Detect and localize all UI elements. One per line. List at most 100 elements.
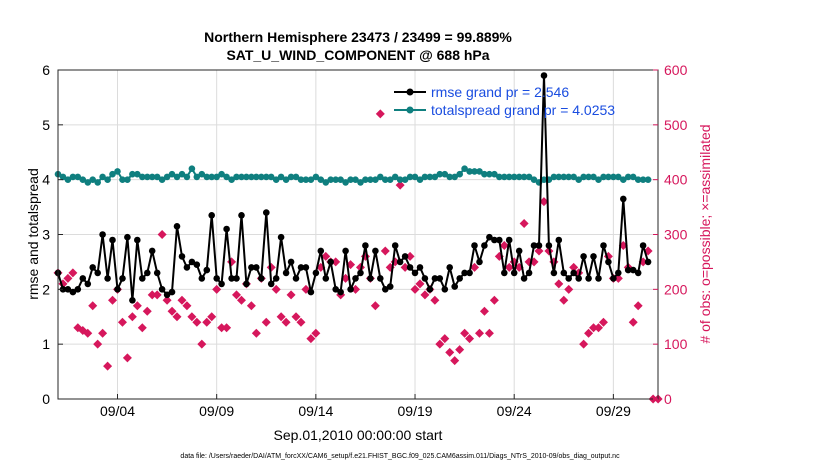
obs-assimilated-point (410, 284, 420, 294)
rmse-point (198, 275, 206, 282)
totalspread-point (342, 179, 349, 186)
totalspread-point (272, 176, 280, 183)
rmse-point (367, 275, 374, 282)
obs-assimilated-point (197, 339, 207, 349)
obs-assimilated-point (499, 240, 509, 250)
rmse-point (148, 247, 156, 255)
totalspread-point (327, 176, 335, 183)
rmse-point (639, 242, 647, 249)
totalspread-point (386, 176, 394, 183)
totalspread-point (163, 173, 171, 181)
obs-assimilated-point (271, 284, 281, 294)
rmse-point (634, 269, 642, 277)
x-tick-label: 09/29 (596, 403, 631, 419)
rmse-point (347, 286, 354, 293)
rmse-point (327, 258, 335, 266)
rmse-point (119, 275, 126, 282)
x-tick-label: 09/14 (298, 403, 333, 419)
obs-assimilated-point (579, 339, 589, 349)
obs-assimilated-point (445, 347, 455, 357)
totalspread-point (297, 176, 305, 183)
obs-assimilated-point (296, 317, 306, 327)
obs-assimilated-point (306, 334, 316, 344)
obs-assimilated-point (460, 328, 470, 338)
rmse-point (461, 269, 468, 277)
totalspread-point (426, 173, 434, 181)
totalspread-point (639, 176, 647, 183)
totalspread-point (510, 173, 518, 181)
obs-assimilated-point (212, 284, 222, 294)
y-tick-label: 1 (42, 336, 50, 352)
totalspread-point (615, 173, 622, 181)
obs-assimilated-point (479, 306, 489, 316)
totalspread-point (357, 179, 364, 186)
rmse-point (644, 258, 652, 266)
obs-assimilated-point (217, 323, 227, 333)
totalspread-point (64, 176, 72, 183)
rmse-point (267, 280, 275, 288)
totalspread-point (144, 173, 151, 181)
rmse-point (258, 275, 265, 282)
obs-assimilated-point (202, 317, 212, 327)
chart-title: Northern Hemisphere 23473 / 23499 = 99.8… (204, 29, 512, 45)
rmse-point (317, 247, 325, 255)
totalspread-point (347, 176, 354, 183)
obs-assimilated-point (83, 328, 93, 338)
obs-assimilated-point (222, 323, 232, 333)
rmse-point (530, 242, 538, 249)
obs-assimilated-point (142, 306, 152, 316)
rmse-point (555, 236, 563, 244)
totalspread-point (644, 176, 652, 183)
totalspread-point (114, 168, 121, 175)
rmse-point (505, 236, 513, 244)
totalspread-point (188, 165, 196, 172)
rmse-point (178, 253, 186, 260)
rmse-point (486, 233, 493, 241)
obs-assimilated-point (281, 317, 291, 327)
legend-rmse-label: rmse grand pr = 2.546 (431, 84, 569, 100)
obs-assimilated-point (554, 279, 564, 289)
rmse-point (431, 275, 439, 282)
totalspread-point (481, 170, 488, 178)
obs-assimilated-point (351, 284, 361, 294)
obs-assimilated-point (127, 312, 137, 322)
totalspread-point (233, 173, 240, 181)
rmse-point (213, 275, 220, 282)
totalspread-point (401, 176, 409, 183)
rmse-point (74, 286, 82, 293)
totalspread-point (178, 170, 186, 178)
rmse-point (466, 269, 473, 277)
totalspread-point (605, 173, 612, 181)
rmse-point (570, 269, 577, 277)
rmse-point (297, 264, 305, 271)
rmse-point (302, 264, 310, 271)
rmse-point (337, 288, 344, 296)
totalspread-point (59, 173, 67, 181)
rmse-point (510, 269, 518, 277)
totalspread-point (213, 173, 220, 181)
x-tick-label: 09/09 (199, 403, 234, 419)
rmse-point (342, 247, 349, 255)
totalspread-point (124, 176, 131, 183)
totalspread-point (243, 173, 250, 181)
rmse-point (476, 258, 483, 266)
obs-assimilated-point (98, 328, 108, 338)
rmse-point (491, 236, 498, 244)
totalspread-point (104, 176, 111, 183)
obs-assimilated-point (227, 257, 237, 267)
obs-assimilated-point (251, 328, 261, 338)
totalspread-point (575, 176, 582, 183)
totalspread-point (193, 173, 201, 181)
obs-assimilated-point (470, 262, 480, 272)
obs-assimilated-point (405, 251, 415, 261)
obs-assimilated-point (484, 328, 494, 338)
rmse-point (307, 288, 315, 296)
y2-tick-label: 100 (664, 336, 688, 352)
footer-data-file: data file: /Users/raeder/DAI/ATM_forcXX/… (180, 453, 620, 460)
rmse-point (134, 236, 141, 244)
rmse-point (173, 223, 181, 230)
rmse-point (615, 269, 622, 277)
rmse-point (540, 72, 548, 79)
totalspread-point (267, 173, 275, 181)
y-tick-label: 0 (42, 391, 50, 407)
